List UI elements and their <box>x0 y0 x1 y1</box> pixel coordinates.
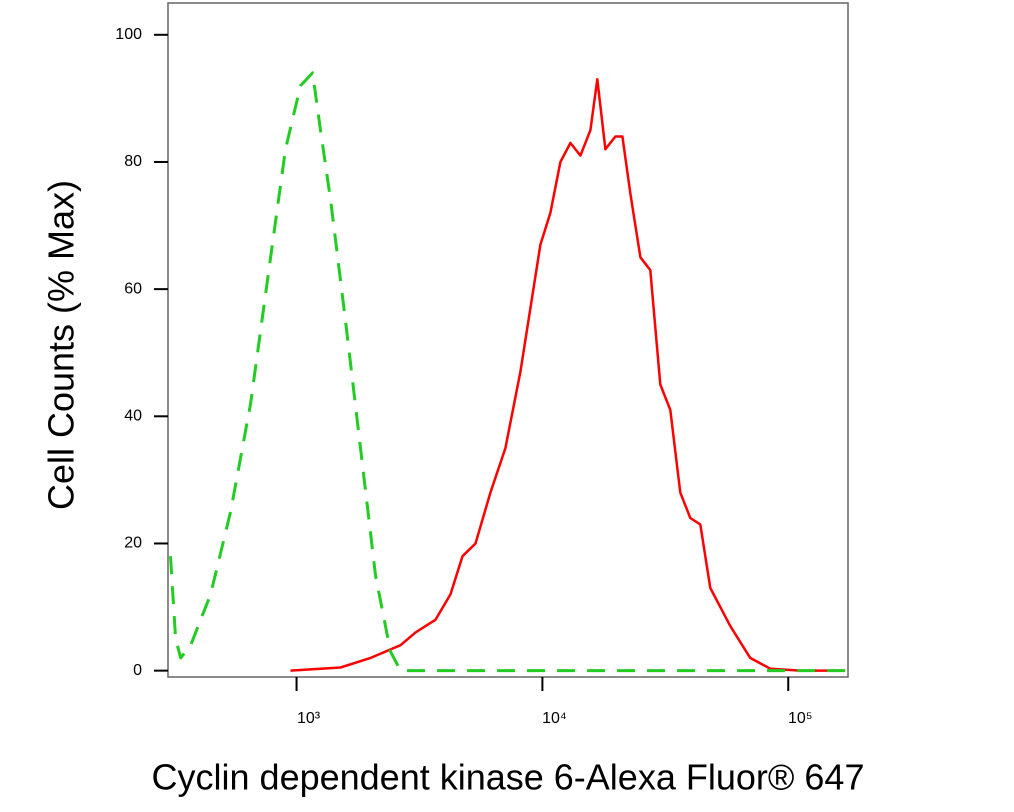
series-line <box>169 71 846 673</box>
x-tick-label: 10³ <box>297 710 321 727</box>
y-tick-label: 20 <box>124 535 142 552</box>
x-axis-title: Cyclin dependent kinase 6-Alexa Fluor® 6… <box>152 757 865 798</box>
y-axis-title: Cell Counts (% Max) <box>41 180 82 510</box>
y-tick-label: 60 <box>124 280 142 297</box>
plot-frame <box>167 2 849 678</box>
y-tick-label: 100 <box>115 26 142 43</box>
y-tick-label: 0 <box>133 662 142 679</box>
y-tick-label: 80 <box>124 153 142 170</box>
x-tick-label: 10⁴ <box>542 710 567 727</box>
y-tick-label: 40 <box>124 408 142 425</box>
x-tick-label: 10⁵ <box>788 710 812 727</box>
series-line <box>290 78 846 672</box>
